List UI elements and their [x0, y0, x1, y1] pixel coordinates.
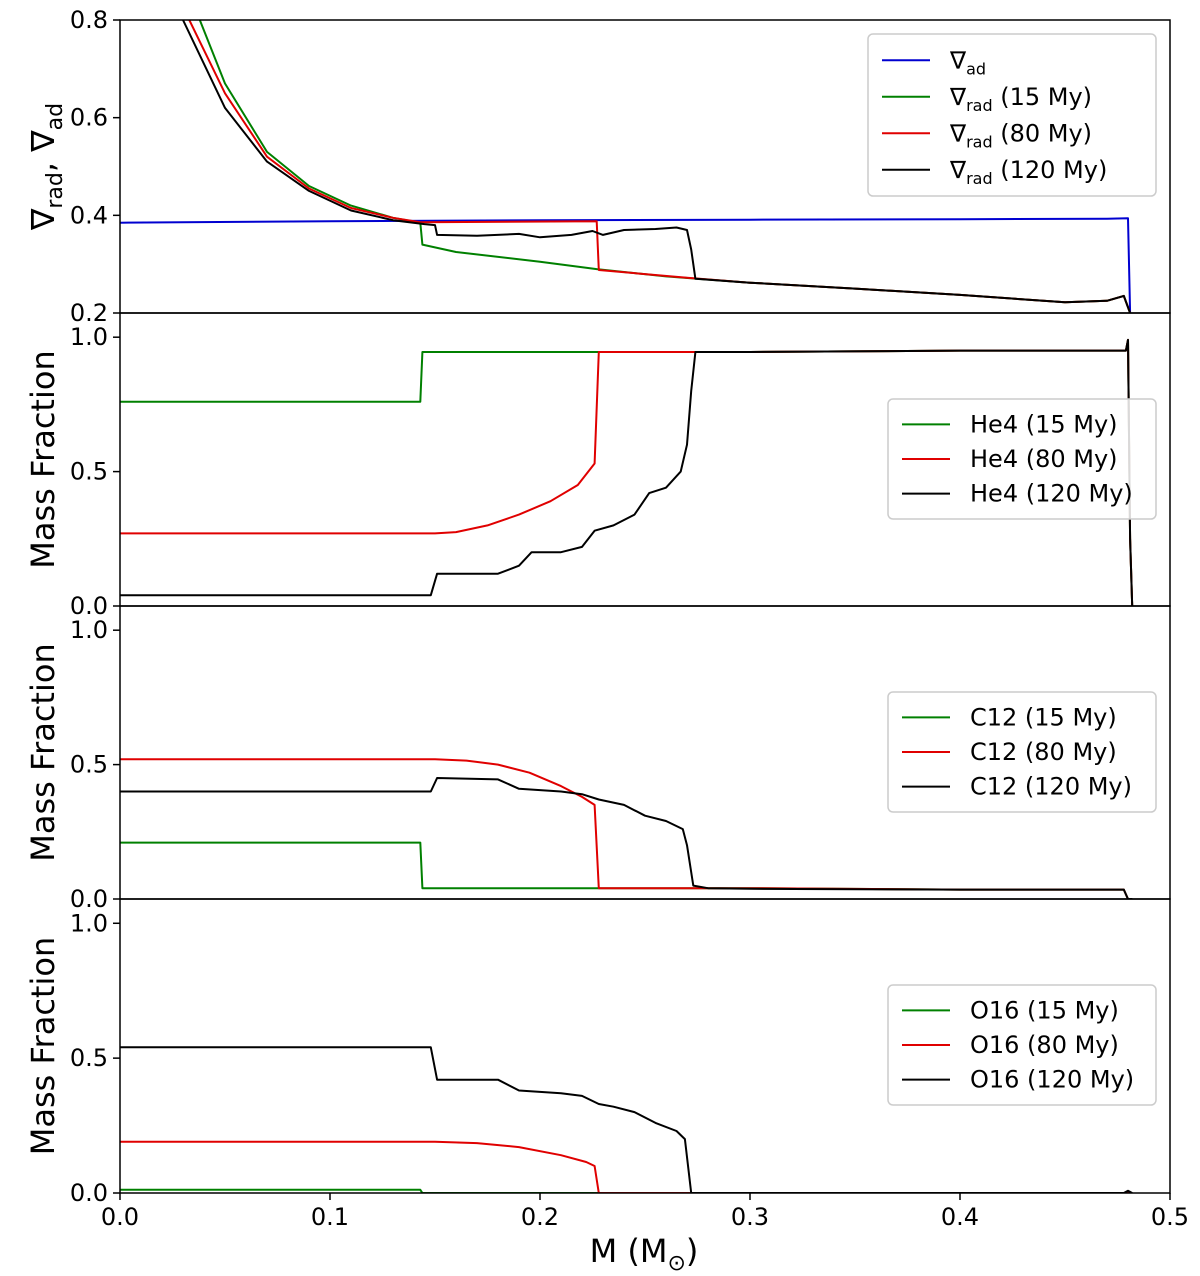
legend-label-gradients-2: ∇rad (80 My) [949, 119, 1092, 151]
panels: 0.2 0.4 0.6 0.8 ∇rad, ∇ad ∇ad ∇rad (15 My) ∇rad… [24, 6, 1171, 1207]
legend-label-gradients-0: ∇ad [949, 46, 986, 78]
y-tick-label-c12: 0.5 [70, 751, 108, 779]
y-tick-label-o16: 0.0 [70, 1179, 108, 1207]
x-tick-label: 0.0 [101, 1203, 139, 1231]
y-tick-label-gradients: 0.6 [70, 104, 108, 132]
x-tick-label: 0.3 [731, 1203, 769, 1231]
legend-box-he4 [887, 398, 1157, 520]
y-tick-label-gradients: 0.2 [70, 299, 108, 327]
x-tick-label: 0.4 [941, 1203, 979, 1231]
legend-label-c12-1: C12 (80 My) [970, 738, 1117, 766]
series-line-c12-2 [120, 777, 1133, 899]
y-tick-label-he4: 1.0 [70, 323, 108, 351]
series-group-gradients [120, 20, 1132, 313]
panel-he4: 0.0 0.5 1.0 Mass Fraction He4 (15 My) He4 (80… [24, 312, 1171, 620]
series-line-o16-1 [120, 1140, 1133, 1193]
panel-o16: 0.0 0.5 1.0 Mass Fraction O16 (15 My) O16 (80… [24, 898, 1171, 1207]
series-line-gradients-0 [120, 217, 1132, 313]
y-tick-label-gradients: 0.8 [70, 6, 108, 34]
series-line-o16-0 [120, 1188, 1133, 1193]
x-axis-ticks: 0.0 0.1 0.2 0.3 0.4 0.5 [101, 1193, 1189, 1231]
x-axis-label: M (M⊙) [590, 1232, 699, 1276]
series-group-c12 [120, 758, 1133, 899]
y-axis-label-o16: Mass Fraction [24, 937, 62, 1155]
legend-label-c12-2: C12 (120 My) [970, 773, 1132, 801]
x-tick-label: 0.5 [1151, 1203, 1189, 1231]
legend-label-o16-2: O16 (120 My) [970, 1066, 1134, 1094]
y-axis-label-gradients: ∇rad, ∇ad [24, 103, 68, 231]
legend-box-o16 [887, 984, 1157, 1106]
series-line-o16-2 [120, 1046, 1133, 1193]
legend-o16: O16 (15 My) O16 (80 My) O16 (120 My) [887, 984, 1157, 1106]
legend-c12: C12 (15 My) C12 (80 My) C12 (120 My) [887, 691, 1157, 813]
legend-label-o16-1: O16 (80 My) [970, 1031, 1119, 1059]
plot-frame-o16 [119, 898, 1171, 1194]
y-tick-label-c12: 1.0 [70, 616, 108, 644]
y-tick-label-o16: 0.5 [70, 1044, 108, 1072]
legend-he4: He4 (15 My) He4 (80 My) He4 (120 My) [887, 398, 1157, 520]
series-group-o16 [120, 1046, 1133, 1193]
y-tick-label-o16: 1.0 [70, 909, 108, 937]
panel-c12: 0.0 0.5 1.0 Mass Fraction C12 (15 My) C12 (80… [24, 605, 1171, 913]
x-tick-label: 0.2 [521, 1203, 559, 1231]
y-axis-label-he4: Mass Fraction [24, 350, 62, 568]
legend-label-gradients-1: ∇rad (15 My) [949, 83, 1092, 115]
y-tick-label-gradients: 0.4 [70, 201, 108, 229]
legend-label-o16-0: O16 (15 My) [970, 996, 1119, 1024]
legend-label-gradients-3: ∇rad (120 My) [949, 156, 1107, 188]
y-tick-label-he4: 0.0 [70, 592, 108, 620]
y-axis-label-c12: Mass Fraction [24, 643, 62, 861]
legend-label-he4-1: He4 (80 My) [970, 445, 1118, 473]
x-tick-label: 0.1 [311, 1203, 349, 1231]
legend-label-he4-0: He4 (15 My) [970, 410, 1118, 438]
legend-box-c12 [887, 691, 1157, 813]
legend-label-he4-2: He4 (120 My) [970, 480, 1133, 508]
series-line-gradients-3 [182, 20, 1132, 313]
panel-gradients: 0.2 0.4 0.6 0.8 ∇rad, ∇ad ∇ad ∇rad (15 My) ∇rad… [24, 6, 1171, 327]
series-line-he4-2 [120, 338, 1134, 606]
y-tick-label-he4: 0.5 [70, 458, 108, 486]
legend-gradients: ∇ad ∇rad (15 My) ∇rad (80 My) ∇rad (120 My) [867, 33, 1157, 197]
legend-label-c12-0: C12 (15 My) [970, 703, 1117, 731]
y-tick-label-c12: 0.0 [70, 885, 108, 913]
legend-box-gradients [867, 33, 1157, 197]
